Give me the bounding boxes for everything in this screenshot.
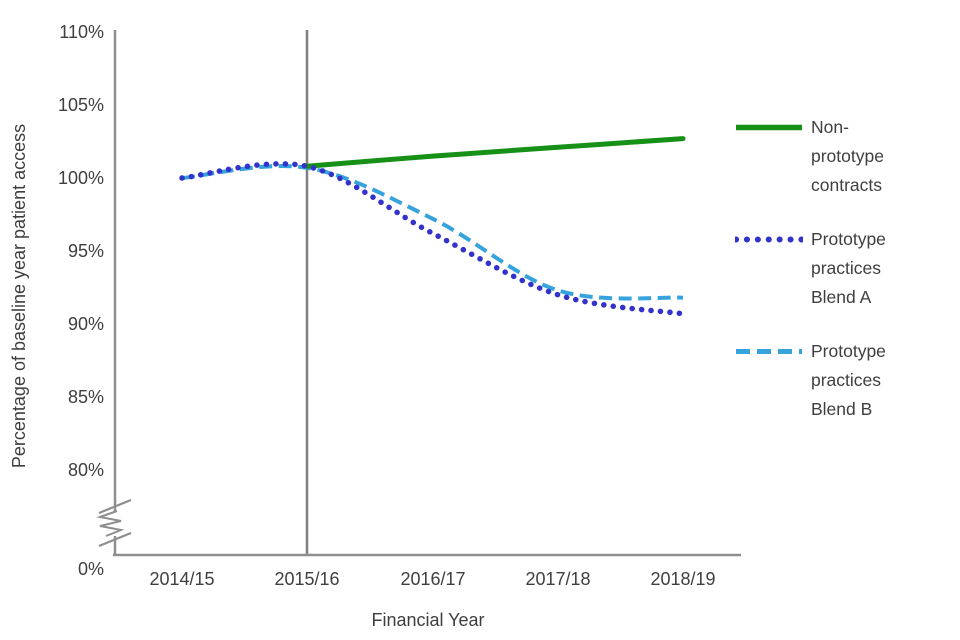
x-tick-label: 2016/17 bbox=[400, 569, 465, 589]
y-tick-label: 95% bbox=[68, 241, 104, 261]
x-tick-label: 2018/19 bbox=[650, 569, 715, 589]
y-tick-label: 85% bbox=[68, 387, 104, 407]
legend-item-prototype-blend-b: Prototype practices Blend B bbox=[735, 337, 903, 424]
legend-swatch-dotted-line bbox=[735, 236, 803, 243]
axis-break-slash-bottom bbox=[98, 531, 132, 548]
x-axis-title: Financial Year bbox=[371, 610, 484, 630]
legend: Non-prototype contracts Prototype practi… bbox=[735, 113, 903, 424]
y-tick-label: 110% bbox=[59, 22, 104, 42]
legend-item-prototype-blend-a: Prototype practices Blend A bbox=[735, 225, 903, 312]
x-tick-label: 2015/16 bbox=[274, 569, 339, 589]
y-tick-label: 90% bbox=[68, 314, 104, 334]
axis-break-slash-top bbox=[98, 498, 132, 515]
series-line-prototype-practices-blend-a bbox=[179, 161, 686, 317]
legend-item-non-prototype-contracts: Non-prototype contracts bbox=[735, 113, 903, 200]
legend-swatch-solid-line bbox=[736, 124, 802, 131]
legend-label-prototype-blend-b: Prototype practices Blend B bbox=[811, 341, 886, 419]
x-tick-label: 2017/18 bbox=[525, 569, 590, 589]
y-axis-title: Percentage of baseline year patient acce… bbox=[9, 124, 29, 468]
x-tick-label: 2014/15 bbox=[149, 569, 214, 589]
y-tick-label: 105% bbox=[58, 95, 104, 115]
y-tick-label: 100% bbox=[58, 168, 104, 188]
y-tick-label-zero: 0% bbox=[78, 559, 104, 579]
legend-label-non-prototype-contracts: Non-prototype contracts bbox=[811, 117, 884, 195]
series-line-non-prototype-contracts bbox=[304, 136, 686, 169]
legend-swatch-dashed-line bbox=[736, 349, 802, 354]
legend-label-prototype-blend-a: Prototype practices Blend A bbox=[811, 229, 886, 307]
axis-break-squiggle bbox=[96, 510, 125, 537]
y-tick-label: 80% bbox=[68, 460, 104, 480]
